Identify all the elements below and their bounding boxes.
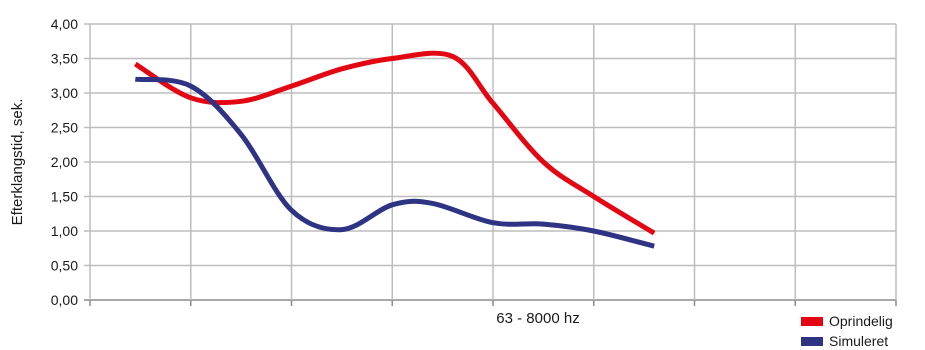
series-line-2 bbox=[135, 76, 655, 249]
legend: Oprindelig Simuleret bbox=[801, 313, 893, 349]
y-tick-label: 1,00 bbox=[51, 223, 78, 239]
y-axis-title: Efterklangstid, sek. bbox=[9, 99, 26, 226]
legend-label: Simuleret bbox=[829, 333, 888, 349]
legend-swatch bbox=[801, 337, 823, 346]
legend-swatch bbox=[801, 317, 823, 326]
x-axis-title: 63 - 8000 hz bbox=[496, 310, 579, 327]
y-tick-label: 3,50 bbox=[51, 51, 78, 67]
y-tick-labels: 0,00 0,50 1,00 1,50 2,00 2,50 3,00 3,50 4,00 bbox=[51, 16, 78, 308]
y-tick-label: 0,00 bbox=[51, 292, 78, 308]
y-tick-label: 1,50 bbox=[51, 189, 78, 205]
y-tick-label: 2,00 bbox=[51, 154, 78, 170]
y-tick-label: 4,00 bbox=[51, 16, 78, 32]
y-tick-label: 2,50 bbox=[51, 120, 78, 136]
grid bbox=[84, 23, 897, 306]
series-line-1 bbox=[133, 50, 656, 236]
y-tick-label: 3,00 bbox=[51, 85, 78, 101]
y-tick-label: 0,50 bbox=[51, 258, 78, 274]
series-lines bbox=[133, 50, 656, 249]
legend-label: Oprindelig bbox=[829, 313, 893, 329]
